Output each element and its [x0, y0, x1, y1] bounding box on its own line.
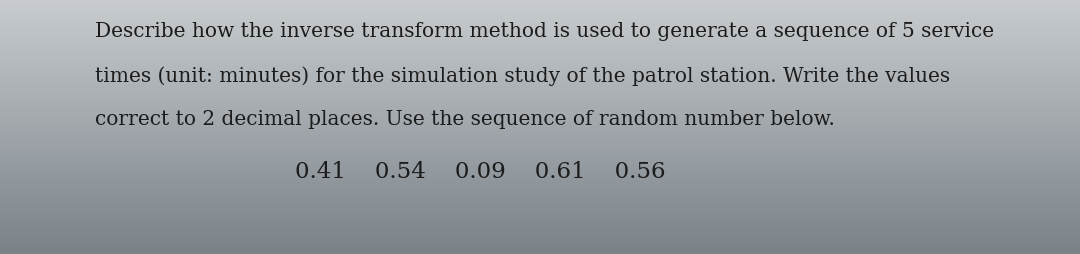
Text: times (unit: minutes) for the simulation study of the patrol station. Write the : times (unit: minutes) for the simulation…	[95, 66, 950, 86]
Text: correct to 2 decimal places. Use the sequence of random number below.: correct to 2 decimal places. Use the seq…	[95, 110, 835, 129]
Text: Describe how the inverse transform method is used to generate a sequence of 5 se: Describe how the inverse transform metho…	[95, 22, 994, 41]
Text: 0.41    0.54    0.09    0.61    0.56: 0.41 0.54 0.09 0.61 0.56	[295, 161, 665, 183]
